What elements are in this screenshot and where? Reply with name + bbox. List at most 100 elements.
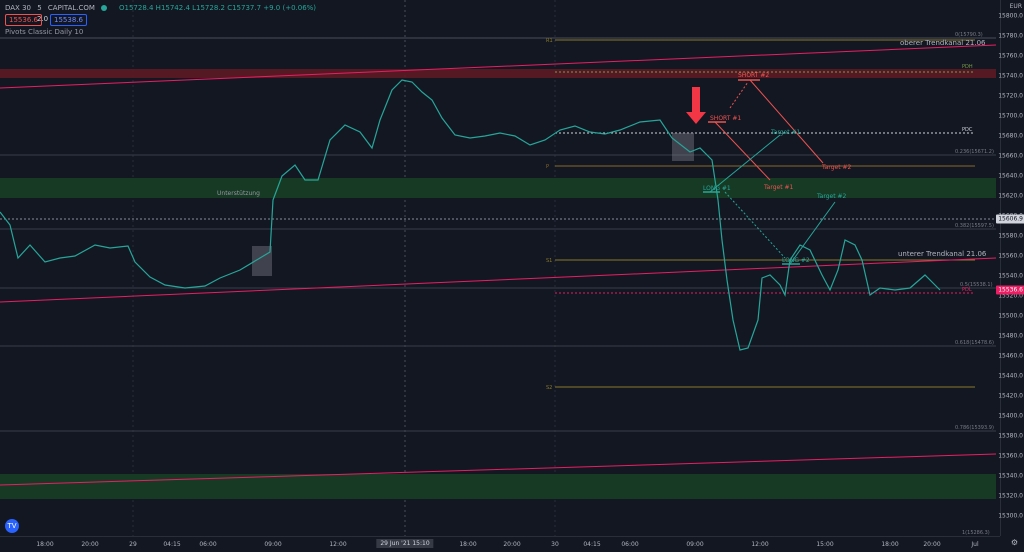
time-axis[interactable]: 18:00 20:00 29 04:15 06:00 09:00 12:00 18:00 20:… xyxy=(0,536,1000,552)
time-tick-label: 20:00 xyxy=(923,541,941,548)
price-tick-label: 15560.0 xyxy=(998,252,1023,260)
time-tick-label: 29 xyxy=(129,541,137,548)
short1-target-path xyxy=(714,121,771,181)
time-tick-label: 12:00 xyxy=(329,541,347,548)
time-tick-label: Jul xyxy=(971,541,979,548)
currency-label: EUR xyxy=(1009,3,1022,10)
support-zone xyxy=(0,178,996,198)
price-tick-label: 15360.0 xyxy=(998,452,1023,460)
pdl-label: PDL xyxy=(962,287,972,293)
target2-red-label: Target #2 xyxy=(821,164,851,171)
indicator-legend[interactable]: Pivots Classic Daily 10 xyxy=(5,28,84,36)
price-tick-label: 15380.0 xyxy=(998,432,1023,440)
chart-canvas[interactable]: oberer Trendkanal 21.06 unterer Trendkan… xyxy=(0,0,1000,536)
price-tick-label: 15760.0 xyxy=(998,52,1023,60)
price-tick-label: 15680.0 xyxy=(998,132,1023,140)
pdh-label: PDH xyxy=(962,64,973,70)
pdc-label: PDC xyxy=(962,127,973,133)
target2-green-label: Target #2 xyxy=(816,193,846,200)
short1-label: SHORT #1 xyxy=(710,115,741,122)
long-connector xyxy=(724,191,786,259)
price-tick-label: 15540.0 xyxy=(998,272,1023,280)
symbol-info[interactable]: DAX 30 5 CAPITAL.COM xyxy=(5,4,111,12)
fib-0-label: 0(15790.3) xyxy=(955,32,983,38)
ohlc-values: O15728.4 H15742.4 L15728.2 C15737.7 +9.0… xyxy=(119,4,317,12)
outer-trend-channel xyxy=(0,453,997,486)
buy-button[interactable]: 15538.6 xyxy=(50,14,87,26)
lower-trend-channel xyxy=(0,257,997,303)
time-tick-label: 15:00 xyxy=(816,541,834,548)
s2-label: S2 xyxy=(546,385,552,391)
fib-786-label: 0.786(15393.9) xyxy=(955,425,994,431)
lower-channel-label: unterer Trendkanal 21.06 xyxy=(898,250,987,258)
spread-value: 2.0 xyxy=(37,15,49,23)
time-tick-label: 20:00 xyxy=(81,541,99,548)
price-tick-label: 15400.0 xyxy=(998,412,1023,420)
time-tick-label: 12:00 xyxy=(751,541,769,548)
time-tick-label: 18:00 xyxy=(881,541,899,548)
time-tick-label: 18:00 xyxy=(459,541,477,548)
time-tick-label: 06:00 xyxy=(621,541,639,548)
price-tick-label: 15480.0 xyxy=(998,332,1023,340)
fib-236-label: 0.236(15671.2) xyxy=(955,149,994,155)
price-tick-label: 15420.0 xyxy=(998,392,1023,400)
time-tick-label: 30 xyxy=(551,541,559,548)
crosshair-price-tag: 15606.9 xyxy=(996,214,1024,224)
chart-header: DAX 30 5 CAPITAL.COM O15728.4 H15742.4 L… xyxy=(0,0,1000,40)
fib-618-label: 0.618(15478.6) xyxy=(955,340,994,346)
sell-button[interactable]: 15536.6 xyxy=(5,14,42,26)
gear-icon[interactable]: ⚙ xyxy=(1010,538,1018,547)
support-label: Unterstützung xyxy=(217,190,260,197)
target1-green-label: Target #1 xyxy=(770,129,800,136)
down-arrow-icon xyxy=(686,87,706,124)
price-tick-label: 15740.0 xyxy=(998,72,1023,80)
short2-label: SHORT #2 xyxy=(738,72,769,79)
price-tick-label: 15580.0 xyxy=(998,232,1023,240)
target1-red-label: Target #1 xyxy=(763,184,793,191)
fib-1-label: 1(15286.3) xyxy=(962,530,990,536)
price-tick-label: 15700.0 xyxy=(998,112,1023,120)
price-tick-label: 15300.0 xyxy=(998,512,1023,520)
upper-trend-channel xyxy=(0,44,997,89)
upper-channel-label: oberer Trendkanal 21.06 xyxy=(900,39,986,47)
crosshair-time-label: 29 Jun '21 15:10 xyxy=(376,539,434,548)
interval[interactable]: 5 xyxy=(37,4,42,12)
market-status-icon xyxy=(101,5,108,11)
price-tick-label: 15500.0 xyxy=(998,312,1023,320)
fib-5-label: 0.5(15538.1) xyxy=(960,282,993,288)
price-tick-label: 15720.0 xyxy=(998,92,1023,100)
data-source: CAPITAL.COM xyxy=(47,4,95,12)
price-tick-label: 15660.0 xyxy=(998,152,1023,160)
price-tick-label: 15340.0 xyxy=(998,472,1023,480)
long2-target-path xyxy=(789,201,836,265)
time-tick-label: 06:00 xyxy=(199,541,217,548)
price-tick-label: 15320.0 xyxy=(998,492,1023,500)
price-tick-label: 15780.0 xyxy=(998,32,1023,40)
time-tick-label: 09:00 xyxy=(686,541,704,548)
symbol-name[interactable]: DAX 30 xyxy=(5,4,31,12)
price-tick-label: 15800.0 xyxy=(998,12,1023,20)
time-tick-label: 04:15 xyxy=(163,541,181,548)
price-tick-label: 15460.0 xyxy=(998,352,1023,360)
chart-area[interactable]: oberer Trendkanal 21.06 unterer Trendkan… xyxy=(0,0,1000,536)
short-connector xyxy=(729,81,749,109)
short2-target-path xyxy=(749,79,824,164)
fib-382-label: 0.382(15597.5) xyxy=(955,223,994,229)
long1-label: LONG #1 xyxy=(703,185,731,192)
price-tick-label: 15520.0 xyxy=(998,292,1023,300)
long2-label: LONG #2 xyxy=(782,257,810,264)
r1-label: R1 xyxy=(546,38,553,44)
time-tick-label: 20:00 xyxy=(503,541,521,548)
last-price-tag: 15536.6 xyxy=(996,285,1024,295)
time-tick-label: 09:00 xyxy=(264,541,282,548)
price-series xyxy=(0,79,941,351)
long1-target-path xyxy=(709,134,781,193)
resistance-zone xyxy=(0,69,996,78)
tradingview-logo-icon[interactable]: TV xyxy=(5,519,19,533)
time-tick-label: 04:15 xyxy=(583,541,601,548)
time-tick-label: 18:00 xyxy=(36,541,54,548)
p-label: P xyxy=(546,164,549,170)
price-tick-label: 15640.0 xyxy=(998,172,1023,180)
s1-label: S1 xyxy=(546,258,552,264)
price-axis[interactable]: EUR 15800.0 15780.0 15760.0 15740.0 15720.0 1… xyxy=(996,0,1024,536)
